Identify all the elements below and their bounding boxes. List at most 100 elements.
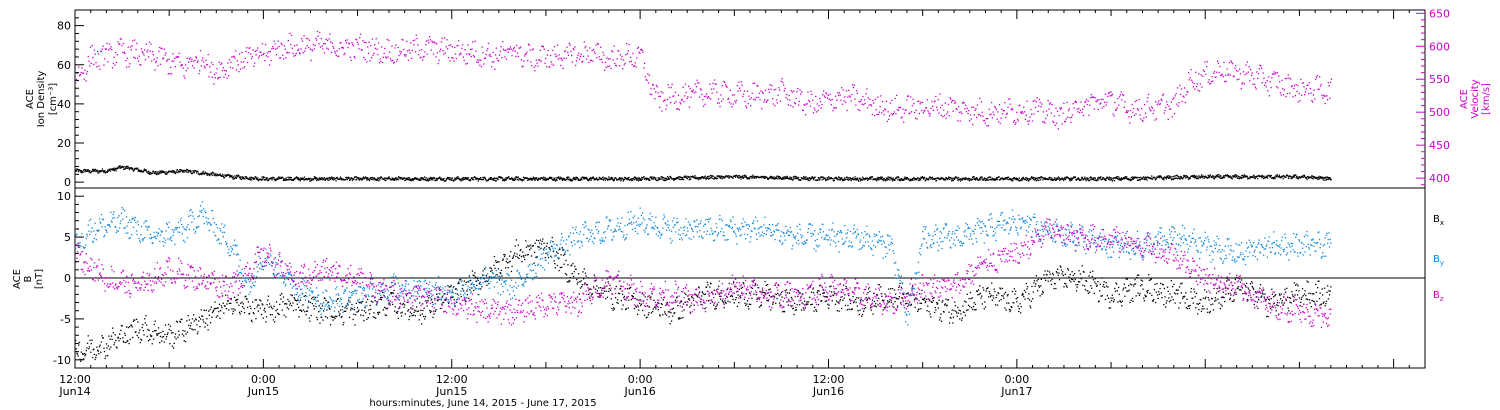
velocity-point — [300, 48, 302, 50]
density-point — [777, 175, 779, 178]
density-point — [1292, 176, 1294, 178]
velocity-point — [1228, 62, 1231, 64]
velocity-point — [173, 57, 176, 59]
density-point — [702, 177, 705, 179]
density-point — [1320, 177, 1322, 180]
velocity-point — [263, 52, 265, 54]
density-point — [935, 179, 938, 182]
density-point — [785, 176, 787, 178]
density-point — [115, 168, 117, 170]
bx-point — [148, 329, 150, 332]
velocity-point — [225, 70, 227, 72]
bx-point — [286, 306, 288, 309]
density-point — [1217, 175, 1219, 178]
density-point — [448, 177, 450, 179]
velocity-point — [590, 59, 592, 61]
bx-point — [119, 338, 121, 340]
velocity-point — [818, 105, 820, 107]
bx-point — [463, 280, 465, 282]
velocity-point — [416, 37, 418, 40]
velocity-point — [589, 47, 591, 49]
velocity-point — [158, 50, 160, 52]
velocity-point — [1007, 106, 1009, 108]
density-point — [197, 171, 199, 173]
velocity-point — [1248, 66, 1250, 68]
density-point — [345, 177, 348, 179]
velocity-point — [752, 82, 754, 84]
bx-point — [399, 302, 401, 304]
density-point — [305, 178, 308, 180]
velocity-point — [646, 79, 648, 81]
density-point — [1313, 176, 1315, 178]
velocity-point — [110, 46, 112, 48]
density-point — [355, 179, 357, 181]
density-point — [1307, 176, 1309, 178]
velocity-point — [464, 49, 466, 51]
density-point — [814, 176, 816, 178]
density-point — [1026, 178, 1029, 181]
velocity-point — [1107, 92, 1110, 94]
density-point — [1020, 179, 1022, 181]
velocity-point — [1220, 74, 1222, 77]
density-point — [1310, 177, 1312, 179]
density-point — [239, 176, 242, 178]
density-point — [446, 178, 448, 180]
velocity-point — [481, 46, 483, 48]
velocity-point — [547, 49, 549, 52]
velocity-point — [678, 109, 680, 111]
velocity-point — [1160, 98, 1162, 100]
density-point — [1124, 177, 1126, 179]
velocity-point — [640, 49, 642, 51]
bx-point — [481, 286, 483, 288]
velocity-point — [1189, 77, 1191, 79]
bx-point — [146, 335, 148, 338]
bx-point — [242, 306, 244, 308]
velocity-point — [771, 84, 773, 87]
density-point — [770, 176, 772, 179]
density-point — [511, 177, 513, 179]
velocity-point — [326, 47, 328, 49]
velocity-point — [1182, 95, 1184, 97]
velocity-point — [1018, 105, 1020, 107]
density-point — [835, 176, 837, 178]
velocity-point — [1044, 122, 1046, 124]
density-point — [1021, 179, 1023, 181]
bx-point — [197, 331, 199, 333]
density-point — [575, 176, 577, 178]
density-point — [657, 177, 659, 179]
velocity-point — [987, 125, 990, 127]
bx-point — [225, 294, 227, 296]
velocity-point — [130, 49, 132, 51]
density-point — [726, 175, 728, 177]
bx-point — [247, 301, 249, 303]
bx-point — [107, 355, 109, 357]
bx-point — [157, 333, 159, 335]
density-point — [1018, 180, 1020, 182]
velocity-point — [303, 35, 305, 37]
density-point — [1111, 177, 1113, 179]
density-point — [1039, 176, 1041, 179]
density-point — [1009, 178, 1012, 180]
velocity-point — [607, 58, 610, 60]
density-point — [742, 175, 744, 177]
velocity-point — [1074, 101, 1076, 103]
velocity-point — [144, 59, 147, 61]
density-point — [422, 177, 424, 179]
velocity-point — [848, 89, 850, 91]
velocity-point — [392, 62, 395, 64]
velocity-point — [446, 39, 448, 41]
velocity-point — [308, 47, 310, 49]
density-point — [684, 176, 686, 178]
bx-point — [415, 310, 417, 312]
density-point — [832, 178, 834, 180]
bx-point — [215, 307, 217, 310]
density-point — [841, 178, 843, 181]
bx-point — [312, 296, 314, 298]
velocity-point — [311, 49, 313, 51]
velocity-point — [166, 60, 168, 62]
density-point — [1163, 176, 1166, 178]
density-point — [339, 176, 341, 178]
density-point — [1184, 176, 1186, 178]
velocity-point — [166, 59, 169, 61]
density-point — [379, 177, 381, 179]
